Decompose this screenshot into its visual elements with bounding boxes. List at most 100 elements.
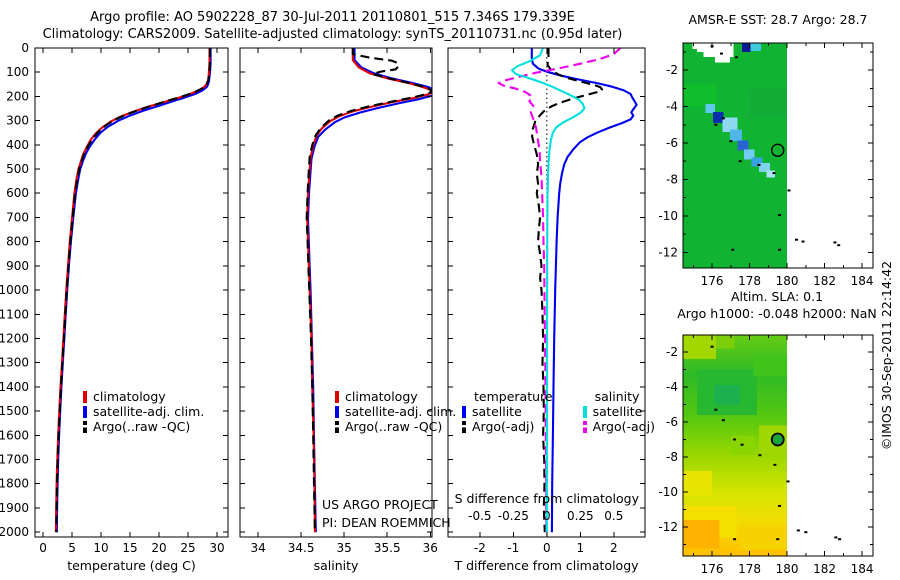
legend-label: satellite-adj. clim. (93, 404, 205, 419)
legend-swatch (462, 420, 466, 433)
svg-text:5: 5 (68, 541, 76, 555)
legend-swatch (83, 390, 87, 403)
legend-swatch (582, 405, 587, 418)
legend-entry: Argo(..raw -QC) (83, 419, 204, 434)
svg-text:0.5: 0.5 (604, 509, 623, 523)
legend-label: Argo(..raw -QC) (345, 419, 443, 434)
svg-text:180: 180 (776, 274, 799, 288)
legend-label: Argo(-adj) (472, 419, 535, 434)
svg-text:35.5: 35.5 (374, 541, 401, 555)
svg-text:200: 200 (6, 89, 29, 103)
svg-text:1200: 1200 (0, 331, 29, 345)
legend-label: satellite (592, 404, 643, 419)
svg-text:34.5: 34.5 (288, 541, 315, 555)
svg-text:180: 180 (776, 562, 799, 576)
svg-text:-12: -12 (658, 520, 678, 534)
svg-text:300: 300 (6, 114, 29, 128)
svg-text:400: 400 (6, 138, 29, 152)
project-line2: PI: DEAN ROEMMICH (322, 514, 451, 530)
sst-map: 176 178 180 182 184 -2 -4 -6 -8 -10 -12 (658, 42, 874, 288)
svg-text:salinity: salinity (314, 558, 359, 573)
svg-text:184: 184 (851, 562, 874, 576)
legend-label: Argo(-adj) (592, 419, 655, 434)
svg-text:1900: 1900 (0, 501, 29, 515)
svg-text:900: 900 (6, 259, 29, 273)
svg-text:1300: 1300 (0, 356, 29, 370)
project-credit: US ARGO PROJECT PI: DEAN ROEMMICH (322, 496, 451, 531)
sla-map-title: Altim. SLA: 0.1 Argo h1000: -0.048 h2000… (648, 288, 900, 322)
svg-text:600: 600 (6, 186, 29, 200)
svg-text:2: 2 (610, 541, 618, 555)
project-line1: US ARGO PROJECT (322, 497, 438, 512)
legend-entry: satellite (462, 404, 553, 419)
svg-text:184: 184 (851, 274, 874, 288)
legend-swatch (83, 405, 87, 418)
legend-entry: Argo(-adj) (462, 419, 553, 434)
svg-text:-10: -10 (658, 209, 678, 223)
svg-text:1000: 1000 (0, 283, 29, 297)
salinity-panel: 34 34.5 35 35.5 36 salinity (239, 47, 438, 573)
legend-swatch (335, 420, 339, 433)
svg-text:-10: -10 (658, 485, 678, 499)
svg-text:0: 0 (543, 509, 551, 523)
svg-text:temperature (deg C): temperature (deg C) (67, 558, 196, 573)
svg-text:2000: 2000 (0, 525, 29, 539)
svg-text:-0.25: -0.25 (498, 509, 529, 523)
temperature-panel: 0 5 10 15 20 25 300100200300400500600700800900… (0, 41, 229, 573)
svg-text:1400: 1400 (0, 380, 29, 394)
svg-text:500: 500 (6, 162, 29, 176)
svg-text:1800: 1800 (0, 477, 29, 491)
legend-label: Argo(..raw -QC) (93, 419, 191, 434)
legend-entry: satellite-adj. clim. (335, 404, 456, 419)
svg-text:-6: -6 (666, 415, 678, 429)
svg-text:S difference from climatology: S difference from climatology (455, 491, 640, 506)
legend-difference-panel: temperature satellite Argo(-adj) salinity sa… (462, 389, 655, 434)
sla-title-line2: Argo h1000: -0.048 h2000: NaN (677, 306, 877, 321)
legend-swatch (462, 405, 466, 418)
svg-text:30: 30 (209, 541, 224, 555)
difference-panel: -2 -1 0 1 2 T difference from climatology S di… (447, 47, 646, 573)
svg-text:800: 800 (6, 235, 29, 249)
svg-text:1700: 1700 (0, 453, 29, 467)
legend-entry: Argo(..raw -QC) (335, 419, 456, 434)
svg-text:34: 34 (250, 541, 265, 555)
legend-entry: satellite-adj. clim. (83, 404, 204, 419)
legend-entry: satellite (582, 404, 655, 419)
legend-header: temperature (474, 389, 553, 404)
svg-text:700: 700 (6, 210, 29, 224)
svg-text:35: 35 (337, 541, 352, 555)
svg-text:176: 176 (701, 562, 724, 576)
svg-text:-0.5: -0.5 (468, 509, 491, 523)
svg-text:25: 25 (180, 541, 195, 555)
svg-text:178: 178 (738, 562, 761, 576)
imos-credit: ©IMOS 30-Sep-2011 22:14:42 (879, 260, 894, 451)
svg-text:15: 15 (122, 541, 137, 555)
svg-text:-2: -2 (666, 63, 678, 77)
svg-text:-8: -8 (666, 172, 678, 186)
svg-text:100: 100 (6, 65, 29, 79)
svg-text:1500: 1500 (0, 404, 29, 418)
sst-map-title: AMSR-E SST: 28.7 Argo: 28.7 (688, 12, 868, 27)
sla-map: 176 178 180 182 184 -2 -4 -6 -8 -10 -12 (658, 334, 874, 576)
svg-text:-4: -4 (666, 380, 678, 394)
svg-text:176: 176 (701, 274, 724, 288)
legend-temperature-panel: climatology satellite-adj. clim. Argo(..ra… (83, 389, 204, 434)
legend-entry: climatology (335, 389, 456, 404)
svg-text:-2: -2 (474, 541, 486, 555)
svg-text:0.25: 0.25 (567, 509, 594, 523)
legend-column: salinity satellite Argo(-adj) (582, 389, 655, 434)
legend-entry: climatology (83, 389, 204, 404)
svg-text:-6: -6 (666, 136, 678, 150)
svg-text:1: 1 (577, 541, 585, 555)
svg-text:T difference from climatology: T difference from climatology (453, 558, 639, 573)
sla-title-line1: Altim. SLA: 0.1 (730, 289, 824, 304)
legend-column: temperature satellite Argo(-adj) (462, 389, 553, 434)
svg-text:182: 182 (813, 562, 836, 576)
legend-salinity-panel: climatology satellite-adj. clim. Argo(..ra… (335, 389, 456, 434)
svg-text:-1: -1 (507, 541, 519, 555)
figure-title-line2: Climatology: CARS2009. Satellite-adjuste… (42, 27, 623, 42)
legend-swatch (83, 420, 87, 433)
figure-title-line1: Argo profile: AO 5902228_87 30-Jul-2011 … (90, 10, 575, 25)
